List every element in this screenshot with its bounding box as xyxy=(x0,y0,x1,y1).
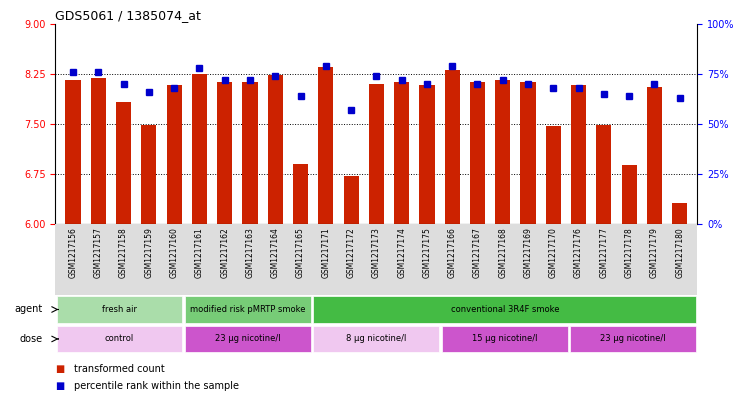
Text: control: control xyxy=(105,334,134,343)
Text: GSM1217160: GSM1217160 xyxy=(170,228,179,278)
Bar xyxy=(167,85,182,224)
Text: GSM1217172: GSM1217172 xyxy=(347,228,356,278)
Bar xyxy=(442,326,568,352)
Text: ■: ■ xyxy=(55,364,65,373)
Text: fresh air: fresh air xyxy=(102,305,137,314)
Text: GSM1217175: GSM1217175 xyxy=(422,228,432,278)
Bar xyxy=(185,326,311,352)
Text: GSM1217165: GSM1217165 xyxy=(296,228,305,278)
Bar xyxy=(369,84,384,224)
Bar xyxy=(470,83,485,224)
Text: GSM1217178: GSM1217178 xyxy=(624,228,634,278)
Bar xyxy=(91,78,106,224)
Bar xyxy=(66,80,80,224)
Text: GSM1217161: GSM1217161 xyxy=(195,228,204,278)
Bar xyxy=(293,164,308,224)
Text: GSM1217156: GSM1217156 xyxy=(69,228,77,278)
Text: conventional 3R4F smoke: conventional 3R4F smoke xyxy=(450,305,559,314)
Text: GSM1217167: GSM1217167 xyxy=(473,228,482,278)
Text: GSM1217173: GSM1217173 xyxy=(372,228,381,278)
Bar xyxy=(314,326,439,352)
Text: ■: ■ xyxy=(55,381,65,391)
Bar xyxy=(571,85,586,224)
Bar xyxy=(242,83,258,224)
Bar xyxy=(495,80,511,224)
Bar xyxy=(672,203,687,224)
Bar xyxy=(192,73,207,224)
Bar xyxy=(394,83,410,224)
Text: GSM1217180: GSM1217180 xyxy=(675,228,684,278)
Text: transformed count: transformed count xyxy=(74,364,165,373)
Bar xyxy=(318,67,334,224)
Bar xyxy=(621,165,637,224)
Text: 15 μg nicotine/l: 15 μg nicotine/l xyxy=(472,334,537,343)
Bar xyxy=(419,85,435,224)
Text: GSM1217174: GSM1217174 xyxy=(397,228,406,278)
Text: GSM1217170: GSM1217170 xyxy=(549,228,558,278)
Text: GSM1217162: GSM1217162 xyxy=(220,228,230,278)
Text: GSM1217163: GSM1217163 xyxy=(246,228,255,278)
Text: GSM1217177: GSM1217177 xyxy=(599,228,608,278)
Text: GSM1217168: GSM1217168 xyxy=(498,228,507,278)
Text: modified risk pMRTP smoke: modified risk pMRTP smoke xyxy=(190,305,306,314)
Text: GSM1217171: GSM1217171 xyxy=(321,228,331,278)
Text: GSM1217157: GSM1217157 xyxy=(94,228,103,278)
Text: GSM1217164: GSM1217164 xyxy=(271,228,280,278)
Text: GSM1217166: GSM1217166 xyxy=(448,228,457,278)
Text: dose: dose xyxy=(19,334,43,344)
Text: GSM1217169: GSM1217169 xyxy=(523,228,533,278)
Bar xyxy=(57,326,182,352)
Bar xyxy=(343,176,359,224)
Bar xyxy=(444,70,460,224)
Text: GSM1217176: GSM1217176 xyxy=(574,228,583,278)
Bar xyxy=(185,296,311,323)
Bar xyxy=(314,296,696,323)
Bar xyxy=(646,87,662,224)
Bar xyxy=(570,326,696,352)
Bar xyxy=(57,296,182,323)
Text: GSM1217179: GSM1217179 xyxy=(650,228,659,278)
Text: percentile rank within the sample: percentile rank within the sample xyxy=(74,381,239,391)
Bar xyxy=(545,126,561,224)
Bar xyxy=(116,102,131,224)
Text: GSM1217158: GSM1217158 xyxy=(119,228,128,278)
Bar xyxy=(141,125,156,224)
Bar xyxy=(217,83,232,224)
Bar xyxy=(268,75,283,224)
Text: agent: agent xyxy=(14,305,43,314)
Text: 23 μg nicotine/l: 23 μg nicotine/l xyxy=(215,334,280,343)
Text: GDS5061 / 1385074_at: GDS5061 / 1385074_at xyxy=(55,9,201,22)
Bar xyxy=(520,83,536,224)
Text: GSM1217159: GSM1217159 xyxy=(145,228,154,278)
Text: 23 μg nicotine/l: 23 μg nicotine/l xyxy=(601,334,666,343)
Bar xyxy=(596,125,612,224)
Text: 8 μg nicotine/l: 8 μg nicotine/l xyxy=(346,334,407,343)
